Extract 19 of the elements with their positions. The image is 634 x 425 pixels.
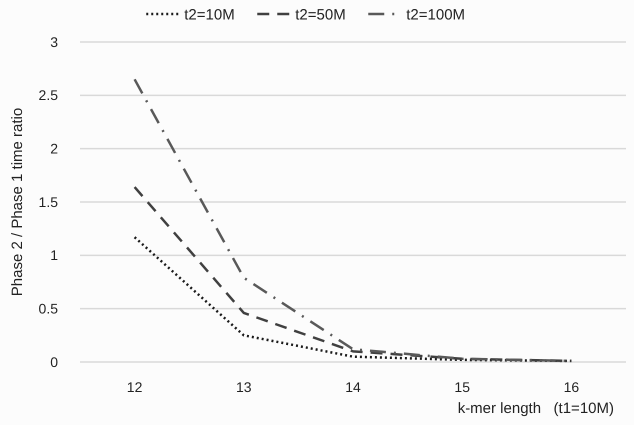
line-series (133, 186, 573, 362)
y-tick-label: 3 (50, 34, 58, 50)
y-tick-label: 0 (50, 354, 58, 370)
legend-label: t2=100M (406, 6, 466, 24)
legend-label: t2=10M (184, 6, 235, 24)
legend-label: t2=50M (295, 6, 346, 24)
y-tick-label: 0.5 (38, 300, 58, 317)
x-tick-label: 12 (126, 379, 143, 395)
y-tick-label: 2 (50, 140, 58, 157)
x-tick-label: 16 (564, 379, 580, 395)
y-tick-label: 1 (50, 247, 58, 264)
y-tick-label: 2.5 (38, 87, 58, 104)
x-tick-label: 13 (236, 379, 252, 395)
x-axis-title: k-mer length (t1=10M) (458, 400, 614, 417)
x-tick-label: 15 (454, 379, 470, 395)
y-tick-label: 1.5 (38, 194, 58, 210)
line-series (133, 236, 573, 362)
y-axis-title: Phase 2 / Phase 1 time ratio (9, 108, 26, 296)
x-tick-label: 14 (345, 379, 361, 395)
